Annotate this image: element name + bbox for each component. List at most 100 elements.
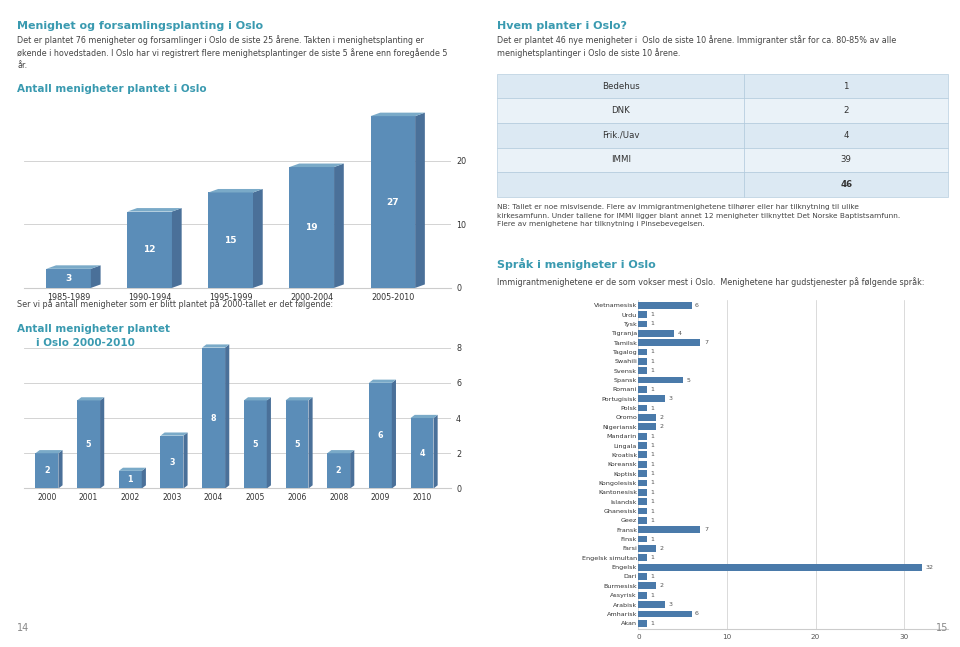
Text: Ser vi på antall menigheter som er blitt plantet på 2000-tallet er det følgende:: Ser vi på antall menigheter som er blitt… <box>17 299 333 309</box>
Bar <box>638 611 691 617</box>
Bar <box>638 479 647 487</box>
Bar <box>128 212 172 288</box>
Text: Det er plantet 46 nye menigheter i  Oslo de siste 10 årene. Immigranter står for: Det er plantet 46 nye menigheter i Oslo … <box>497 35 897 58</box>
Bar <box>638 592 647 598</box>
Text: 2: 2 <box>44 466 50 476</box>
Text: 6: 6 <box>377 431 383 440</box>
Polygon shape <box>142 468 146 488</box>
Text: 19: 19 <box>305 223 318 232</box>
Polygon shape <box>392 380 396 488</box>
Bar <box>638 386 647 393</box>
Text: 15: 15 <box>225 236 237 245</box>
Bar <box>638 358 647 365</box>
Text: 5: 5 <box>85 440 91 449</box>
Text: Antall menigheter plantet: Antall menigheter plantet <box>17 324 170 333</box>
Text: Hvem planter i Oslo?: Hvem planter i Oslo? <box>497 21 627 30</box>
Text: 1: 1 <box>651 322 655 326</box>
Bar <box>638 377 683 384</box>
Bar <box>638 489 647 496</box>
Bar <box>638 405 647 411</box>
Text: 1: 1 <box>651 518 655 523</box>
Polygon shape <box>59 450 62 488</box>
Polygon shape <box>253 189 263 288</box>
Polygon shape <box>100 397 105 488</box>
Text: Språk i menigheter i Oslo: Språk i menigheter i Oslo <box>497 258 656 270</box>
Text: 1: 1 <box>651 509 655 514</box>
Polygon shape <box>225 344 229 488</box>
Text: 1: 1 <box>651 555 655 560</box>
Text: Bedehus: Bedehus <box>602 82 639 91</box>
Text: 3: 3 <box>668 396 673 401</box>
Text: 2: 2 <box>336 466 342 476</box>
Polygon shape <box>77 397 105 400</box>
Text: 12: 12 <box>143 245 156 254</box>
Text: 1: 1 <box>651 499 655 504</box>
Bar <box>638 508 647 514</box>
Text: 1: 1 <box>651 359 655 364</box>
Text: 1: 1 <box>651 490 655 495</box>
Text: 2: 2 <box>844 106 849 115</box>
Bar <box>638 620 647 627</box>
Bar <box>638 461 647 468</box>
Bar <box>638 302 691 309</box>
Bar <box>46 269 91 288</box>
Polygon shape <box>350 450 354 488</box>
Bar <box>638 498 647 505</box>
Bar <box>638 470 647 477</box>
Text: NB: Tallet er noe misvisende. Flere av immigrantmenighetene tilhører eller har t: NB: Tallet er noe misvisende. Flere av i… <box>497 204 900 227</box>
Polygon shape <box>334 164 344 288</box>
Text: 5: 5 <box>686 377 690 382</box>
Text: 2: 2 <box>660 415 663 420</box>
Bar <box>203 347 225 488</box>
Bar <box>290 167 334 288</box>
Bar <box>638 349 647 355</box>
Polygon shape <box>160 432 187 435</box>
Text: 7: 7 <box>704 340 708 345</box>
Text: 1: 1 <box>651 406 655 411</box>
Text: 1: 1 <box>651 536 655 542</box>
Text: 2: 2 <box>660 584 663 588</box>
Polygon shape <box>411 415 438 418</box>
Text: 1: 1 <box>651 481 655 485</box>
Text: 1: 1 <box>844 82 849 91</box>
Text: Immigrantmenighetene er de som vokser mest i Oslo.  Menighetene har gudstjeneste: Immigrantmenighetene er de som vokser me… <box>497 277 924 287</box>
Bar <box>638 545 656 552</box>
Text: 5: 5 <box>295 440 300 449</box>
Text: 14: 14 <box>17 623 30 633</box>
Polygon shape <box>128 208 181 212</box>
Polygon shape <box>203 344 229 347</box>
Bar <box>638 433 647 439</box>
Bar <box>638 554 647 561</box>
Polygon shape <box>434 415 438 488</box>
Text: 6: 6 <box>695 303 699 308</box>
Text: 27: 27 <box>387 197 399 206</box>
Bar <box>369 383 392 488</box>
Bar <box>638 395 665 402</box>
Text: 7: 7 <box>704 527 708 532</box>
Bar <box>411 418 434 488</box>
Polygon shape <box>369 380 396 383</box>
Text: 1: 1 <box>128 475 133 484</box>
Bar <box>638 527 701 533</box>
Bar <box>638 414 656 421</box>
Polygon shape <box>308 397 313 488</box>
Text: 46: 46 <box>840 180 852 189</box>
Text: 1: 1 <box>651 471 655 476</box>
Polygon shape <box>267 397 271 488</box>
Bar <box>638 423 656 430</box>
Text: 1: 1 <box>651 452 655 457</box>
Bar <box>36 454 59 488</box>
Text: Menighet og forsamlingsplanting i Oslo: Menighet og forsamlingsplanting i Oslo <box>17 21 263 30</box>
Bar <box>638 330 674 336</box>
Bar <box>327 454 350 488</box>
Text: 1: 1 <box>651 443 655 448</box>
Polygon shape <box>119 468 146 471</box>
Polygon shape <box>183 432 187 488</box>
Bar <box>244 400 267 488</box>
Text: 1: 1 <box>651 593 655 598</box>
Bar <box>638 517 647 523</box>
Text: 8: 8 <box>211 413 216 422</box>
Bar <box>638 601 665 608</box>
Bar <box>638 564 922 571</box>
Polygon shape <box>244 397 271 400</box>
